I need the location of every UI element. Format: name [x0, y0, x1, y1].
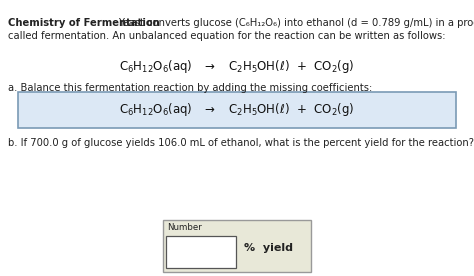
Text: $\mathdefault{C_6H_{12}O_6(aq)}$   $\rightarrow$   $\mathdefault{C_2H_5OH(\ell)}: $\mathdefault{C_6H_{12}O_6(aq)}$ $\right… [119, 102, 355, 118]
Text: $\mathdefault{C_6H_{12}O_6(aq)}$   $\rightarrow$   $\mathdefault{C_2H_5OH(\ell)}: $\mathdefault{C_6H_{12}O_6(aq)}$ $\right… [119, 58, 355, 75]
Text: a. Balance this fermentation reaction by adding the missing coefficients:: a. Balance this fermentation reaction by… [8, 83, 372, 93]
Text: Number: Number [167, 223, 202, 232]
Text: %  yield: % yield [244, 243, 293, 253]
Bar [163, 220, 311, 272]
Bar [18, 92, 456, 128]
Text: called fermentation. An unbalanced equation for the reaction can be written as f: called fermentation. An unbalanced equat… [8, 31, 446, 41]
Text: Chemistry of Fermentation: Chemistry of Fermentation [8, 18, 160, 28]
Text: Yeast converts glucose (C₆H₁₂O₆) into ethanol (d = 0.789 g/mL) in a process: Yeast converts glucose (C₆H₁₂O₆) into et… [118, 18, 474, 28]
Text: b. If 700.0 g of glucose yields 106.0 mL of ethanol, what is the percent yield f: b. If 700.0 g of glucose yields 106.0 mL… [8, 138, 474, 148]
Bar [166, 236, 236, 268]
